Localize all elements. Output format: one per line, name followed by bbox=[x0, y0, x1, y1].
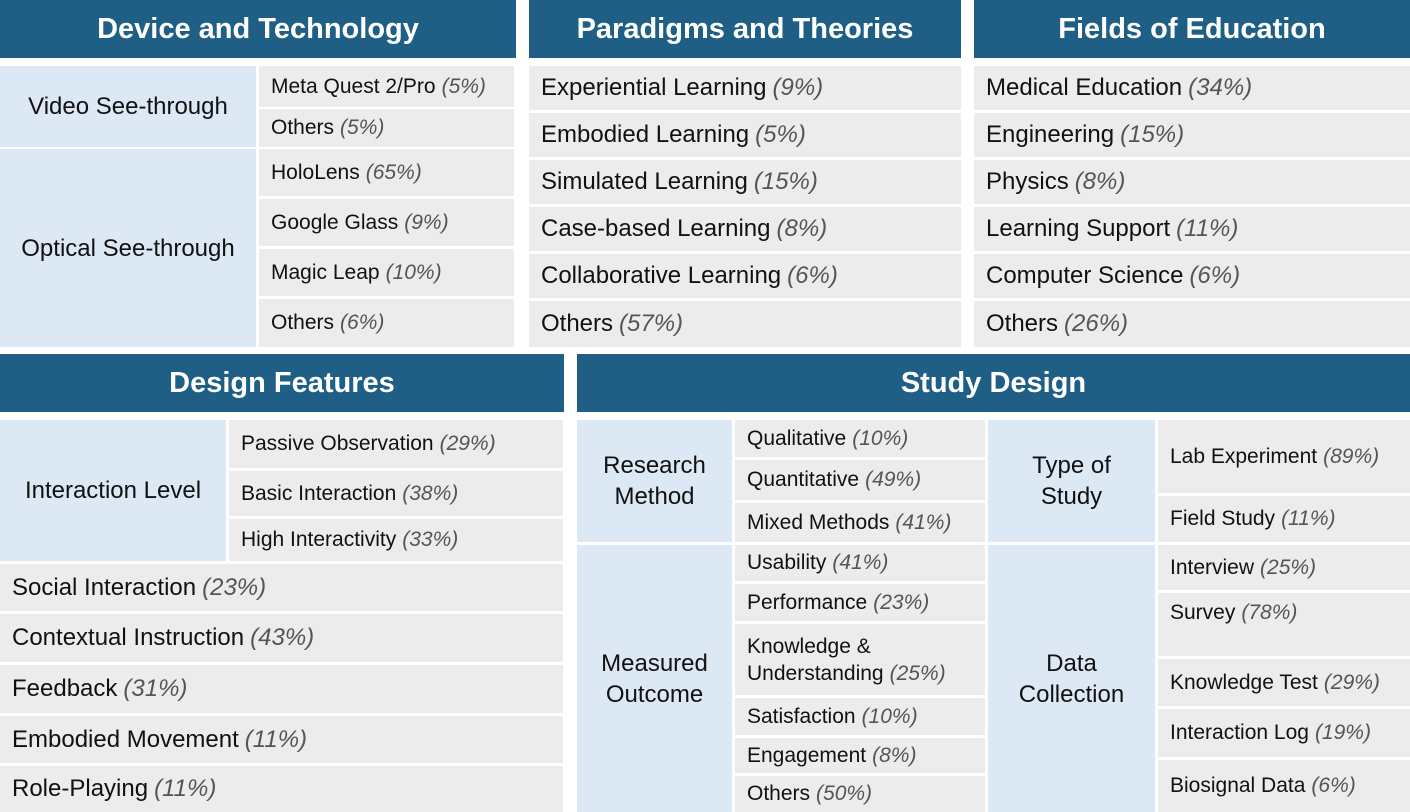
list-item: Knowledge Test (29%) bbox=[1158, 659, 1410, 706]
list-item: Qualitative (10%) bbox=[735, 420, 985, 457]
category-label-line-1: Data bbox=[1046, 649, 1097, 677]
list-item: Engagement (8%) bbox=[735, 738, 985, 773]
list-item: Feedback (31%) bbox=[0, 665, 563, 713]
list-item: Field Study (11%) bbox=[1158, 496, 1410, 542]
list-item: Others (5%) bbox=[259, 109, 514, 147]
study-header: Study Design bbox=[577, 354, 1410, 412]
list-item: HoloLens (65%) bbox=[259, 149, 514, 196]
list-item: Contextual Instruction (43%) bbox=[0, 614, 563, 662]
device-header: Device and Technology bbox=[0, 0, 516, 58]
list-item: Knowledge & Understanding (25%) bbox=[735, 624, 985, 695]
category-label-line-2: Method bbox=[614, 483, 695, 510]
category-label: Interaction Level bbox=[24, 477, 202, 504]
list-item: Computer Science (6%) bbox=[974, 254, 1410, 298]
category-label-line-2: Study bbox=[1040, 483, 1103, 510]
design-header: Design Features bbox=[0, 354, 564, 412]
list-item: Quantitative (49%) bbox=[735, 460, 985, 500]
list-item: Passive Observation (29%) bbox=[229, 420, 563, 468]
list-item: Biosignal Data (6%) bbox=[1158, 760, 1410, 812]
list-item: Embodied Learning (5%) bbox=[529, 113, 961, 157]
list-item: Social Interaction (23%) bbox=[0, 564, 563, 611]
category-optical-see-through: Optical See-through bbox=[0, 149, 256, 347]
list-item: Case-based Learning (8%) bbox=[529, 207, 961, 251]
list-item: Medical Education (34%) bbox=[974, 66, 1410, 110]
category-interaction-level: Interaction Level bbox=[0, 420, 226, 561]
list-item: Basic Interaction (38%) bbox=[229, 471, 563, 516]
fields-header: Fields of Education bbox=[974, 0, 1410, 58]
list-item: Experiential Learning (9%) bbox=[529, 66, 961, 110]
category-label-line-1: Type of bbox=[1032, 452, 1111, 479]
list-item: Others (6%) bbox=[259, 299, 514, 347]
list-item: Role-Playing (11%) bbox=[0, 766, 563, 812]
list-item: Usability (41%) bbox=[735, 545, 985, 581]
list-item: Embodied Movement (11%) bbox=[0, 716, 563, 763]
list-item: Google Glass (9%) bbox=[259, 199, 514, 246]
list-item: High Interactivity (33%) bbox=[229, 519, 563, 561]
category-label: Optical See-through bbox=[21, 234, 235, 262]
list-item: Interaction Log (19%) bbox=[1158, 709, 1410, 757]
list-item: Meta Quest 2/Pro (5%) bbox=[259, 66, 514, 107]
list-item: Mixed Methods (41%) bbox=[735, 503, 985, 542]
category-label-line-1: Measured bbox=[601, 649, 708, 677]
category-measured-outcome: Measured Outcome bbox=[577, 545, 732, 812]
list-item: Others (57%) bbox=[529, 301, 961, 347]
list-item: Others (50%) bbox=[735, 776, 985, 812]
list-item: Others (26%) bbox=[974, 301, 1410, 347]
list-item: Satisfaction (10%) bbox=[735, 698, 985, 735]
list-item: Simulated Learning (15%) bbox=[529, 160, 961, 204]
list-item: Interview (25%) bbox=[1158, 545, 1410, 590]
list-item: Learning Support (11%) bbox=[974, 207, 1410, 251]
paradigms-header: Paradigms and Theories bbox=[529, 0, 961, 58]
category-research-method: Research Method bbox=[577, 420, 732, 542]
category-type-of-study: Type of Study bbox=[988, 420, 1155, 542]
list-item: Magic Leap (10%) bbox=[259, 249, 514, 296]
list-item: Physics (8%) bbox=[974, 160, 1410, 204]
category-label-line-2: Outcome bbox=[605, 680, 704, 708]
category-label-line-2: Collection bbox=[1018, 680, 1125, 708]
list-item: Survey (78%) bbox=[1158, 593, 1410, 656]
list-item: Collaborative Learning (6%) bbox=[529, 254, 961, 298]
category-label-line-1: Research bbox=[603, 452, 706, 479]
list-item: Lab Experiment (89%) bbox=[1158, 420, 1410, 493]
category-data-collection: Data Collection bbox=[988, 545, 1155, 812]
list-item: Performance (23%) bbox=[735, 584, 985, 621]
category-video-see-through: Video See-through bbox=[0, 66, 256, 147]
list-item: Engineering (15%) bbox=[974, 113, 1410, 157]
category-label: Video See-through bbox=[28, 93, 228, 120]
